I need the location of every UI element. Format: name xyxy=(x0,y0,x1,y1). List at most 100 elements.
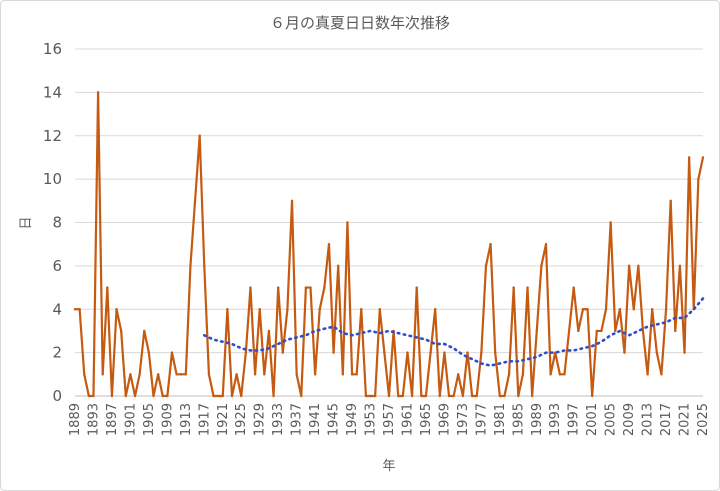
x-tick-label: 2017 xyxy=(659,403,674,436)
trend-line xyxy=(202,297,705,367)
x-tick-label: 2009 xyxy=(622,403,637,436)
data-point xyxy=(147,351,151,354)
data-point xyxy=(189,264,192,268)
data-point xyxy=(484,264,488,268)
x-tick-label: 1889 xyxy=(68,403,83,436)
data-point xyxy=(512,286,515,289)
data-point xyxy=(124,394,127,398)
data-point xyxy=(286,308,289,311)
x-tick-label: 1953 xyxy=(364,403,379,436)
x-tick-label: 2001 xyxy=(585,403,600,436)
data-point xyxy=(216,394,220,398)
data-point xyxy=(526,286,529,289)
data-point xyxy=(203,264,206,268)
data-point xyxy=(383,351,386,354)
data-point xyxy=(420,394,423,398)
data-point xyxy=(461,394,465,398)
data-point xyxy=(309,286,312,289)
data-point xyxy=(110,394,114,398)
x-tick-label: 1909 xyxy=(160,403,175,436)
x-tick-label: 1901 xyxy=(123,403,138,436)
data-point xyxy=(627,264,631,268)
data-point xyxy=(373,394,377,398)
data-point xyxy=(175,373,178,376)
data-point xyxy=(590,394,594,398)
data-point xyxy=(632,308,635,311)
gridlines xyxy=(75,48,703,354)
data-point xyxy=(295,373,298,376)
x-tick-label: 1957 xyxy=(382,403,397,436)
data-point xyxy=(558,373,562,376)
data-point xyxy=(221,394,224,398)
x-tick-label: 1993 xyxy=(548,403,563,436)
data-point xyxy=(341,373,345,376)
x-tick-label: 1949 xyxy=(345,403,360,436)
data-point xyxy=(138,373,141,376)
x-axis-label: 年 xyxy=(382,459,395,474)
data-point xyxy=(623,351,626,354)
x-tick-label: 1965 xyxy=(419,403,434,436)
data-point xyxy=(106,286,109,289)
y-axis-label: 日 xyxy=(19,216,34,229)
data-point xyxy=(235,373,238,376)
x-tick-label: 2021 xyxy=(678,403,693,436)
x-tick-label: 1913 xyxy=(179,403,194,436)
data-point xyxy=(133,394,137,398)
data-point xyxy=(701,156,705,159)
data-point xyxy=(350,373,354,376)
data-point xyxy=(378,308,381,311)
data-point xyxy=(637,264,640,268)
data-point xyxy=(697,177,700,181)
data-point xyxy=(544,242,548,246)
data-point xyxy=(73,308,77,311)
data-point xyxy=(669,199,672,203)
data-point xyxy=(683,351,686,354)
data-point xyxy=(180,373,183,376)
x-tick-label: 1933 xyxy=(271,403,286,436)
data-point xyxy=(332,351,335,354)
y-tick-label: 12 xyxy=(43,127,62,145)
data-point xyxy=(290,199,294,203)
y-tick-label: 2 xyxy=(52,344,62,362)
data-point xyxy=(457,373,460,376)
data-point xyxy=(207,373,211,376)
data-point xyxy=(549,373,552,376)
data-point xyxy=(83,373,86,376)
data-point xyxy=(170,351,174,354)
data-point xyxy=(618,308,622,311)
data-point xyxy=(92,394,95,398)
x-tick-label: 1921 xyxy=(216,403,231,436)
y-tick-label: 4 xyxy=(52,300,62,318)
x-tick-label: 1945 xyxy=(327,403,342,436)
data-point xyxy=(87,394,91,398)
data-point xyxy=(535,329,538,333)
data-point xyxy=(78,308,81,311)
data-point xyxy=(346,221,349,224)
data-point xyxy=(674,329,677,333)
y-tick-label: 10 xyxy=(43,170,62,188)
data-point xyxy=(240,394,243,398)
data-point xyxy=(507,373,511,376)
data-point xyxy=(563,373,566,376)
data-point xyxy=(452,394,455,398)
data-point xyxy=(433,308,437,311)
data-point xyxy=(406,351,409,354)
data-point xyxy=(263,373,266,376)
data-point xyxy=(614,329,617,333)
data-point xyxy=(410,394,414,398)
y-tick-label: 14 xyxy=(43,83,62,101)
x-tick-label: 1893 xyxy=(86,403,101,436)
data-point xyxy=(577,329,580,333)
data-point xyxy=(230,394,234,398)
data-point xyxy=(369,394,372,398)
data-point xyxy=(660,373,663,376)
data-point xyxy=(655,351,659,354)
data-point xyxy=(489,242,492,246)
data-point xyxy=(244,351,248,354)
data-point xyxy=(595,329,598,333)
data-point xyxy=(226,308,229,311)
data-point xyxy=(143,329,146,333)
data-point xyxy=(267,329,271,333)
data-point xyxy=(604,308,608,311)
data-point xyxy=(424,394,428,398)
